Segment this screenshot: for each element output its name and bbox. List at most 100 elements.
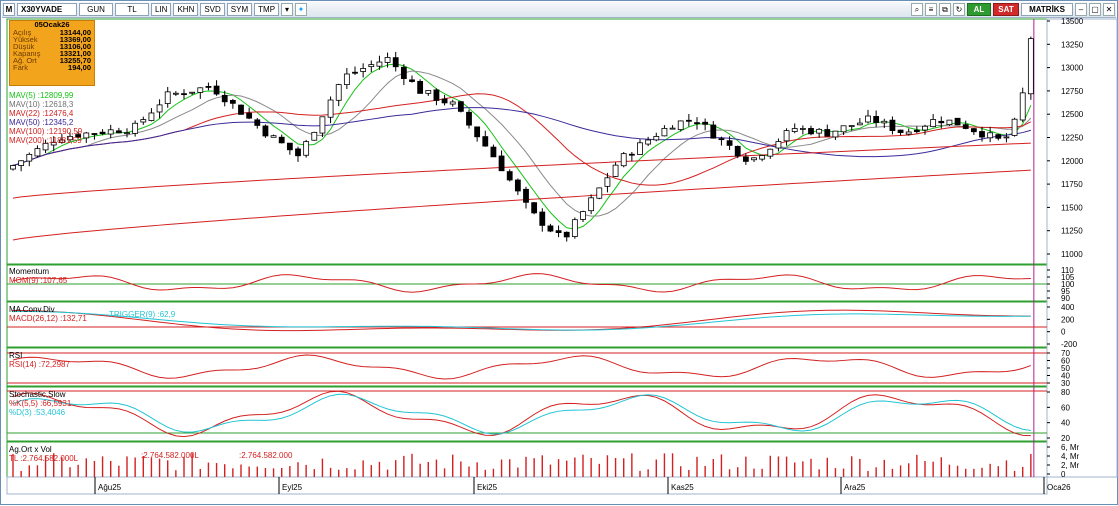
chart-type-button[interactable]: KHN	[173, 3, 199, 16]
bull-candle	[922, 125, 928, 131]
volume-bar	[338, 469, 340, 477]
twitter-icon[interactable]: ✦	[295, 3, 308, 16]
bear-candle	[441, 98, 448, 104]
volume-bar	[606, 455, 609, 477]
currency-button[interactable]: TL	[115, 3, 149, 16]
bear-candle	[466, 111, 472, 126]
indicator-tick-label: 105	[1061, 273, 1075, 282]
volume-bar	[346, 468, 348, 477]
bull-candle	[172, 92, 179, 95]
list-icon[interactable]: ≡	[925, 3, 937, 16]
indicator-tick-label: -200	[1061, 340, 1078, 349]
volume-bar	[354, 469, 356, 477]
buy-button[interactable]: AL	[967, 3, 991, 16]
bull-candle	[653, 136, 660, 141]
symbol-field[interactable]: X30YVADE	[17, 3, 77, 16]
indicator-tick-label: 4, Mr	[1061, 452, 1080, 461]
date-tick-label: Eyl25	[282, 483, 303, 492]
bull-candle	[303, 141, 310, 156]
bear-candle	[702, 121, 709, 125]
volume-bar	[818, 469, 820, 477]
volume-bar	[297, 462, 299, 477]
volume-bar	[566, 460, 568, 477]
panel-frame	[6, 301, 1048, 348]
volume-bar	[614, 457, 617, 477]
indicator-tick-label: 95	[1061, 287, 1070, 296]
volume-bar	[997, 466, 999, 477]
bull-candle	[140, 119, 147, 123]
volume-bar	[28, 465, 30, 477]
refresh-icon[interactable]: ↻	[953, 3, 965, 16]
bull-candle	[783, 130, 790, 142]
zoom-icon[interactable]: ⌕	[911, 3, 923, 16]
bull-candle	[848, 125, 855, 127]
volume-bar	[175, 470, 177, 477]
volume-bar	[158, 458, 161, 477]
volume-bar	[696, 456, 698, 477]
svd-button[interactable]: SVD	[200, 3, 225, 16]
price-tick-label: 11000	[1061, 250, 1083, 259]
indicator-tick-label: 0	[1061, 328, 1066, 337]
bull-candle	[58, 139, 65, 143]
mav50-label: MAV(50) :12345,2	[9, 118, 74, 127]
bear-candle	[262, 125, 269, 137]
bull-candle	[368, 64, 375, 68]
price-tick-label: 11750	[1061, 180, 1083, 189]
dropdown-arrow-icon[interactable]: ▾	[281, 3, 294, 16]
bull-candle	[343, 73, 350, 86]
bull-candle	[816, 128, 823, 134]
maximize-icon[interactable]: ▢	[1089, 3, 1101, 16]
volume-bar	[916, 454, 918, 477]
indicator-tick-label: 100	[1061, 280, 1075, 289]
close-icon[interactable]: ✕	[1103, 3, 1115, 16]
info-row-wavg: Ağ. Ort 13255,70	[13, 56, 91, 65]
volume-bar	[557, 459, 560, 477]
mav22-label: MAV(22) :12476,4	[9, 109, 74, 118]
bear-candle	[539, 211, 546, 226]
volume-bar	[313, 469, 315, 477]
volume-bar	[435, 459, 438, 477]
mav5-line	[12, 63, 1032, 230]
period-button[interactable]: GUN	[79, 3, 113, 16]
sym-button[interactable]: SYM	[226, 3, 253, 16]
matriks-button[interactable]: MATRİKS	[1021, 3, 1073, 16]
bull-candle	[124, 132, 130, 135]
info-row-close: Kapanış 13321,00	[13, 49, 91, 58]
volume-bar	[647, 469, 649, 477]
volume-bar	[427, 461, 429, 477]
template-button[interactable]: TMP	[254, 3, 280, 16]
volume-bar	[476, 462, 478, 477]
indicator-tick-label: 40	[1061, 372, 1070, 381]
bear-candle	[99, 131, 106, 135]
volume-bar	[272, 468, 275, 477]
bull-candle	[856, 122, 863, 126]
volume-bar	[85, 458, 87, 477]
copy-icon[interactable]: ⧉	[939, 3, 951, 16]
indicator-tick-label: 30	[1061, 379, 1070, 388]
volume-bar	[378, 461, 381, 477]
bull-candle	[189, 91, 196, 94]
volume-bar	[671, 453, 674, 477]
scale-lin-button[interactable]: LIN	[151, 3, 172, 16]
volume-bar	[891, 468, 894, 477]
bear-candle	[246, 112, 253, 119]
volume-bar	[468, 466, 470, 477]
price-tick-label: 12000	[1061, 157, 1084, 166]
volume-bar	[321, 458, 324, 477]
bull-candle	[26, 153, 33, 162]
volume-bar	[69, 467, 71, 477]
volume-bar	[264, 468, 267, 477]
bear-candle	[392, 57, 399, 68]
bull-candle	[645, 139, 652, 145]
indicator-tick-label: 0	[1061, 470, 1066, 479]
bear-candle	[75, 134, 82, 138]
sell-button[interactable]: SAT	[993, 3, 1019, 16]
bull-candle	[1019, 92, 1026, 121]
stoch-title: Stochastic,Slow	[9, 390, 66, 399]
bear-candle	[555, 230, 562, 233]
info-row-low: Düşük 13106,00	[13, 42, 91, 51]
bear-candle	[498, 155, 505, 172]
minimize-icon[interactable]: –	[1075, 3, 1087, 16]
bear-candle	[352, 71, 358, 74]
